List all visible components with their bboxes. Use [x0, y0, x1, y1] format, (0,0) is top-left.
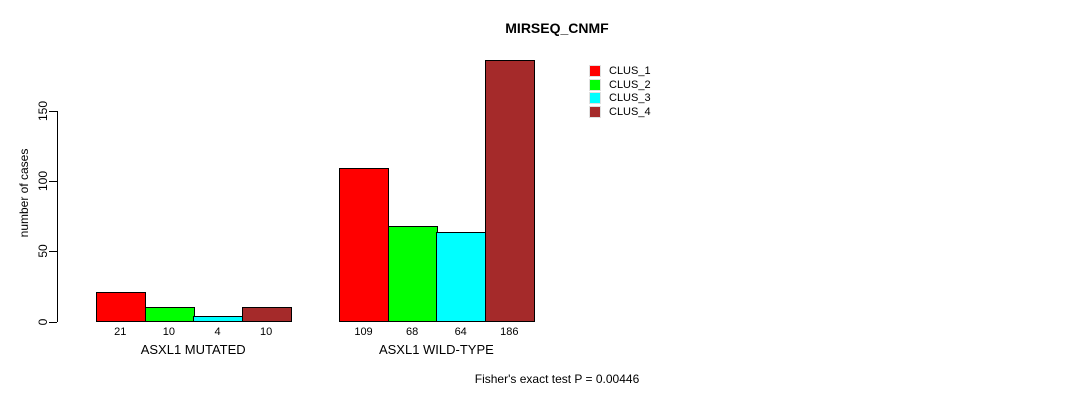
legend-label: CLUS_1 — [609, 65, 651, 77]
bar-clus_3 — [193, 315, 243, 323]
x-axis-group-label: ASXL1 MUTATED — [140, 342, 246, 357]
y-axis-tick — [49, 181, 57, 183]
fisher-test-annotation: Fisher's exact test P = 0.00446 — [474, 372, 640, 386]
legend-label: CLUS_3 — [609, 92, 651, 104]
y-axis-tick — [49, 251, 57, 253]
bar-clus_4 — [485, 60, 535, 323]
bar-clus_2 — [145, 307, 195, 323]
bar-value-label: 10 — [259, 326, 273, 338]
bar-value-label: 10 — [162, 326, 176, 338]
bar-value-label: 4 — [214, 326, 221, 338]
y-axis-tick — [49, 110, 57, 112]
legend-color-swatch — [589, 65, 601, 77]
bar-clus_4 — [242, 307, 292, 323]
y-axis-tick-label: 100 — [36, 171, 50, 192]
bar-clus_1 — [339, 168, 389, 323]
legend-item-clus_2: CLUS_2 — [589, 78, 651, 91]
y-axis-tick — [49, 321, 57, 323]
legend-item-clus_4: CLUS_4 — [589, 105, 651, 118]
bar-value-label: 186 — [500, 326, 519, 338]
bar-clus_3 — [436, 231, 486, 323]
legend-item-clus_1: CLUS_1 — [589, 65, 651, 77]
legend: CLUS_1 CLUS_2 CLUS_3 CLUS_4 — [589, 65, 651, 118]
y-axis-tick-label: 50 — [36, 244, 50, 258]
x-axis-group-label: ASXL1 WILD-TYPE — [378, 342, 494, 357]
chart-title: MIRSEQ_CNMF — [505, 20, 609, 36]
bar-value-label: 68 — [405, 326, 419, 338]
bar-value-label: 21 — [114, 326, 127, 338]
legend-color-swatch — [589, 105, 601, 118]
legend-color-swatch — [589, 92, 601, 104]
y-axis-line — [57, 110, 58, 323]
legend-label: CLUS_2 — [609, 78, 651, 91]
legend-item-clus_3: CLUS_3 — [589, 92, 651, 104]
y-axis-tick-label: 0 — [36, 318, 50, 325]
bar-clus_2 — [388, 225, 438, 323]
bar-value-label: 64 — [454, 326, 467, 338]
legend-color-swatch — [589, 78, 601, 91]
y-axis-tick-label: 150 — [36, 100, 50, 121]
y-axis-label: number of cases — [17, 148, 31, 238]
bar-clus_1 — [96, 292, 146, 323]
legend-label: CLUS_4 — [609, 105, 651, 118]
bar-value-label: 109 — [354, 326, 373, 338]
